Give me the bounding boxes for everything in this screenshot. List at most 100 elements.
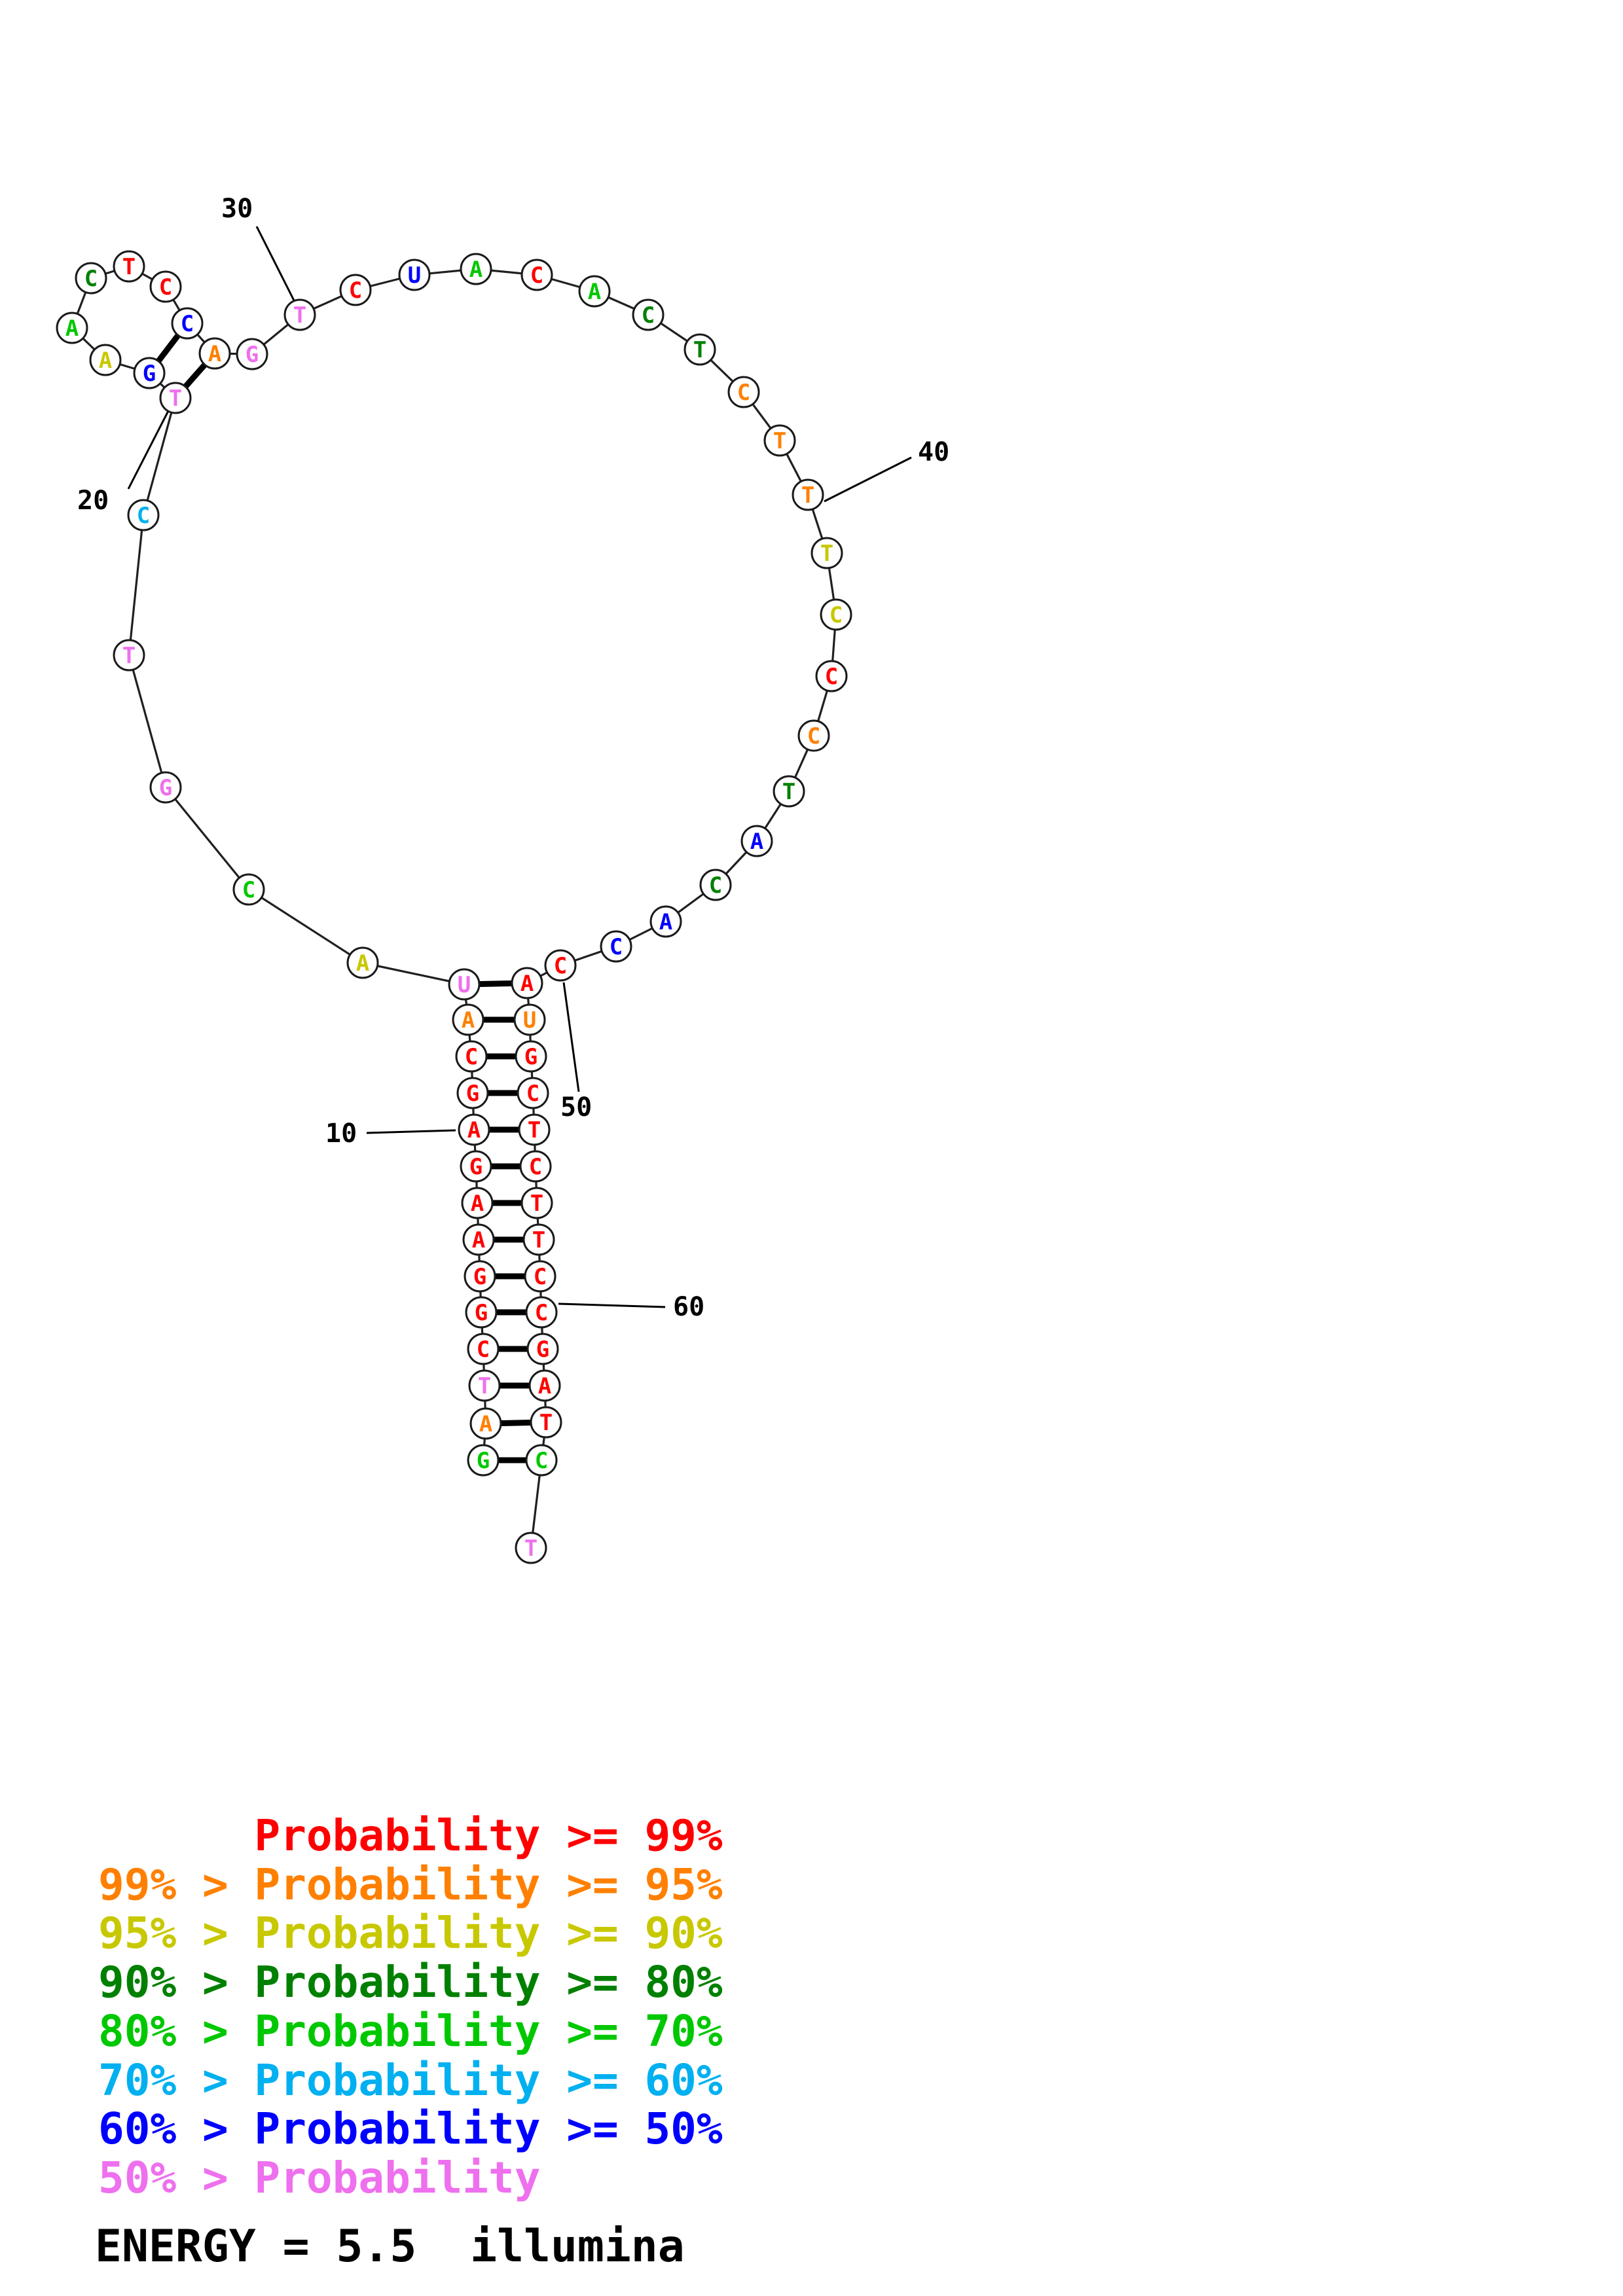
nucleotide-circle bbox=[462, 1223, 495, 1256]
nucleotide-19-C: C bbox=[127, 499, 160, 531]
nucleotide-circle bbox=[525, 1296, 558, 1329]
nucleotide-circle bbox=[513, 1003, 546, 1036]
nucleotide-letter: T bbox=[528, 1117, 541, 1143]
nucleotide-letter: C bbox=[349, 278, 362, 304]
nucleotide-34-C: C bbox=[520, 259, 553, 291]
nucleotide-33-A: A bbox=[460, 253, 492, 285]
nucleotide-letter: U bbox=[458, 972, 471, 998]
nucleotide-letter: G bbox=[246, 342, 259, 368]
nucleotide-letter: A bbox=[659, 909, 672, 935]
nucleotide-circle bbox=[198, 337, 231, 370]
nucleotide-circle bbox=[522, 1223, 555, 1256]
nucleotide-6-G: G bbox=[464, 1260, 496, 1293]
nucleotide-23-A: A bbox=[56, 312, 88, 344]
nucleotide-circle bbox=[524, 1260, 556, 1293]
nucleotide-48-A: A bbox=[649, 905, 682, 938]
nucleotide-letter: G bbox=[536, 1336, 549, 1363]
nucleotide-letter: G bbox=[469, 1154, 483, 1180]
label-line-30 bbox=[255, 226, 295, 301]
nucleotide-9-G: G bbox=[460, 1150, 492, 1183]
nucleotide-circle bbox=[820, 598, 852, 631]
nucleotide-64-C: C bbox=[525, 1444, 558, 1477]
nucleotide-circle bbox=[518, 1113, 551, 1146]
nucleotide-letter: C bbox=[825, 664, 838, 690]
nucleotide-circle bbox=[699, 869, 732, 901]
nucleotide-16-C: C bbox=[232, 873, 265, 906]
legend-row-8: 50% > Probability bbox=[98, 2153, 541, 2203]
nucleotide-7-A: A bbox=[462, 1223, 495, 1256]
nucleotide-59-C: C bbox=[524, 1260, 556, 1293]
nucleotide-letter: G bbox=[475, 1300, 488, 1326]
backbone-segment bbox=[142, 397, 177, 516]
nucleotide-letter: T bbox=[820, 541, 833, 567]
nucleotide-circle bbox=[149, 270, 182, 303]
nucleotide-circle bbox=[526, 1333, 559, 1365]
nucleotide-circle bbox=[149, 771, 182, 804]
nucleotide-letter: C bbox=[737, 380, 750, 406]
nucleotide-39-T: T bbox=[763, 424, 796, 457]
nucleotide-54-C: C bbox=[517, 1077, 549, 1109]
nucleotide-circle bbox=[511, 967, 543, 999]
nucleotide-circle bbox=[684, 333, 716, 366]
nucleotide-letter: A bbox=[99, 348, 112, 374]
nucleotide-circle bbox=[520, 259, 553, 291]
nucleotide-circle bbox=[792, 478, 824, 511]
nucleotide-letter: C bbox=[807, 723, 820, 749]
nucleotide-10-A: A bbox=[458, 1113, 490, 1146]
nucleotide-circle bbox=[398, 259, 431, 291]
nucleotide-circle bbox=[56, 312, 88, 344]
nucleotide-letter: C bbox=[535, 1300, 548, 1326]
nucleotide-27-C: C bbox=[171, 307, 204, 340]
nucleotide-8-A: A bbox=[461, 1187, 494, 1219]
nucleotide-letter: G bbox=[159, 775, 172, 801]
nucleotide-circle bbox=[232, 873, 265, 906]
nucleotide-letter: A bbox=[472, 1227, 485, 1253]
nucleotide-circle bbox=[600, 930, 632, 963]
label-line-20 bbox=[127, 409, 170, 490]
nucleotide-circle bbox=[469, 1407, 502, 1440]
legend-row-1: Probability >= 99% bbox=[98, 1810, 723, 1861]
nucleotide-circle bbox=[159, 382, 192, 414]
backbone-segment bbox=[128, 655, 167, 788]
nucleotide-letter: T bbox=[530, 1191, 543, 1217]
nucleotide-2-A: A bbox=[469, 1407, 502, 1440]
nucleotide-11-G: G bbox=[456, 1077, 489, 1109]
nucleotide-31-C: C bbox=[339, 274, 372, 306]
nucleotide-letter: T bbox=[524, 1535, 538, 1562]
nucleotide-circle bbox=[544, 949, 577, 982]
nucleotide-circle bbox=[75, 262, 107, 295]
nucleotide-circle bbox=[528, 1369, 561, 1402]
position-label-lines bbox=[127, 226, 912, 1308]
nucleotide-45-T: T bbox=[773, 775, 805, 808]
nucleotide-circle bbox=[467, 1444, 500, 1477]
nucleotide-3-T: T bbox=[468, 1369, 501, 1402]
nucleotide-circle bbox=[283, 298, 316, 331]
nucleotide-circle bbox=[632, 298, 665, 331]
nucleotide-61-G: G bbox=[526, 1333, 559, 1365]
nucleotide-1-G: G bbox=[467, 1444, 500, 1477]
nucleotide-letter: T bbox=[773, 428, 786, 454]
nucleotide-36-C: C bbox=[632, 298, 665, 331]
backbone-lines bbox=[71, 265, 837, 1549]
nucleotide-letter: C bbox=[137, 503, 150, 529]
nucleotide-52-U: U bbox=[513, 1003, 546, 1036]
nucleotide-letter: A bbox=[588, 279, 601, 305]
nucleotide-circle bbox=[578, 275, 611, 308]
nucleotide-49-C: C bbox=[600, 930, 632, 963]
nucleotide-letter: C bbox=[181, 311, 194, 337]
nucleotide-13-A: A bbox=[452, 1003, 484, 1036]
nucleotide-circle bbox=[171, 307, 204, 340]
nucleotide-circle bbox=[727, 376, 760, 408]
position-labels: 10 20 30 40 50 60 bbox=[77, 194, 949, 1322]
nucleotide-letter: C bbox=[642, 302, 655, 329]
nucleotide-circle bbox=[517, 1077, 549, 1109]
nucleotide-circle bbox=[519, 1150, 552, 1183]
legend-row-6: 70% > Probability >= 60% bbox=[98, 2055, 723, 2106]
nucleotide-letter: C bbox=[830, 602, 843, 628]
nucleotide-18-T: T bbox=[113, 639, 145, 672]
nucleotide-circle bbox=[530, 1406, 562, 1439]
position-label-30: 30 bbox=[221, 194, 253, 224]
nucleotide-letter: T bbox=[293, 302, 306, 329]
nucleotide-51-A: A bbox=[511, 967, 543, 999]
nucleotide-letter: A bbox=[356, 950, 369, 977]
